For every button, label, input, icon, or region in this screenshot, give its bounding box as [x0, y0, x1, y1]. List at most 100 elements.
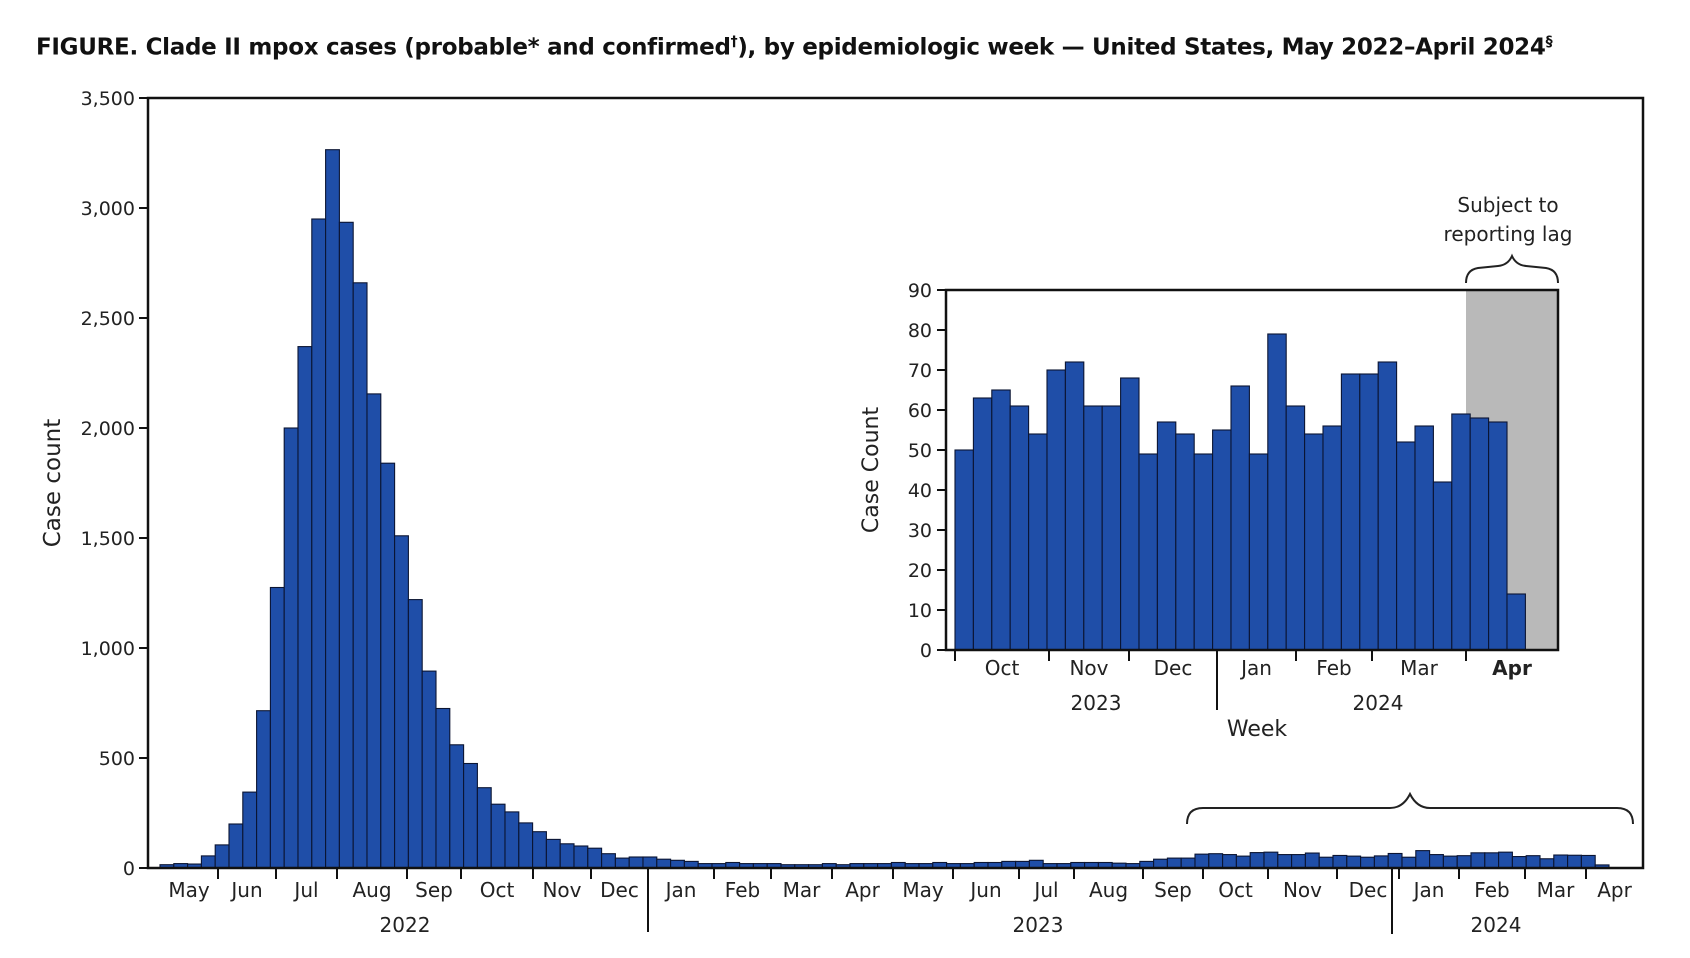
- main-bar: [628, 856, 644, 869]
- main-bar: [407, 599, 423, 869]
- main-bar: [1153, 858, 1168, 869]
- inset-year-label: 2024: [1353, 691, 1404, 715]
- inset-bar: [1046, 369, 1066, 651]
- main-bar: [325, 149, 340, 869]
- main-plot-frame: [146, 96, 1645, 870]
- inset-bar: [1248, 453, 1269, 651]
- main-bar: [1194, 853, 1210, 869]
- main-bar: [1525, 855, 1541, 869]
- main-y-tick-label: 0: [123, 858, 135, 880]
- main-y-tick-label: 3,500: [81, 88, 135, 110]
- inset-bar: [1028, 433, 1048, 651]
- main-x-tick-label: Mar: [783, 878, 822, 902]
- main-y-axis-label: Case count: [40, 419, 66, 548]
- main-bar: [656, 858, 672, 869]
- main-bar: [1208, 853, 1224, 869]
- main-bar: [1484, 852, 1500, 869]
- main-bar: [421, 670, 437, 869]
- inset-annotation-line-2: reporting lag: [1444, 222, 1573, 246]
- main-y-tick-label: 1,000: [81, 638, 135, 660]
- main-x-tick-label: Jun: [968, 878, 1001, 902]
- inset-bars: [954, 333, 1526, 651]
- main-x-tick-label: Aug: [352, 878, 391, 902]
- inset-x-axis-label: Week: [1227, 717, 1288, 742]
- main-bar: [1263, 851, 1279, 869]
- main-bar: [614, 857, 630, 869]
- main-y-tick-label: 2,000: [81, 418, 135, 440]
- main-bar: [380, 462, 396, 869]
- inset-bar: [1451, 413, 1471, 651]
- main-x-tick-label: Sep: [1154, 878, 1192, 902]
- main-bar: [518, 822, 534, 869]
- inset-bar: [1506, 593, 1526, 651]
- main-bar: [476, 787, 492, 869]
- main-bar: [366, 393, 382, 869]
- inset-bar: [1083, 405, 1103, 651]
- inset-bar: [1488, 421, 1508, 651]
- inset-y-tick-label: 80: [908, 320, 932, 342]
- section-mark: §: [1545, 34, 1553, 50]
- main-bar: [311, 218, 327, 869]
- inset-bar: [1304, 433, 1324, 651]
- main-bar: [1304, 852, 1320, 869]
- main-bar: [1360, 856, 1375, 869]
- main-bar: [1415, 850, 1431, 869]
- main-bar: [1442, 855, 1458, 869]
- dagger-mark: †: [730, 34, 738, 50]
- inset-bar: [1230, 385, 1250, 651]
- inset-x-tick-label: Nov: [1069, 656, 1108, 680]
- inset-bar: [1377, 361, 1398, 651]
- inset-annotation-line-1: Subject to: [1457, 193, 1558, 217]
- main-bar: [338, 221, 354, 869]
- main-bar: [1166, 857, 1182, 869]
- main-bar: [1401, 856, 1417, 869]
- inset-bar: [1432, 481, 1453, 651]
- inset-bar: [1285, 405, 1306, 651]
- main-bar: [642, 856, 658, 869]
- inset-bar: [1064, 361, 1085, 651]
- inset-x-tick-label: Oct: [985, 656, 1020, 680]
- main-bar: [463, 762, 478, 869]
- main-bar: [1498, 851, 1513, 869]
- main-y-tick-label: 500: [99, 748, 135, 770]
- main-x-tick-label: Oct: [1218, 878, 1253, 902]
- inset-bar: [1340, 373, 1361, 651]
- main-x-tick-label: Dec: [1349, 878, 1388, 902]
- inset-bar: [1193, 453, 1214, 651]
- main-bar: [1539, 858, 1555, 869]
- main-bar: [1249, 852, 1265, 869]
- main-bar: [490, 803, 506, 869]
- main-bar: [573, 845, 589, 869]
- main-x-tick-label: Mar: [1537, 878, 1576, 902]
- main-bar: [1222, 854, 1237, 869]
- main-y-tick-label: 3,000: [81, 198, 135, 220]
- main-year-label: 2022: [380, 913, 431, 937]
- main-bar: [449, 744, 465, 869]
- main-y-tick-label: 1,500: [81, 528, 135, 550]
- inset-bar: [1138, 453, 1158, 651]
- inset-bar: [954, 449, 974, 651]
- main-bar: [297, 346, 313, 869]
- main-bar: [1387, 852, 1403, 869]
- main-bar: [228, 823, 244, 869]
- main-bar: [269, 586, 285, 869]
- main-year-label: 2024: [1471, 913, 1522, 937]
- inset-x-tick-label: Feb: [1316, 656, 1351, 680]
- inset-y-tick-label: 50: [908, 440, 932, 462]
- inset-y-axis-label: Case Count: [859, 407, 884, 534]
- main-bar: [1235, 855, 1251, 869]
- main-x-tick-label: Jul: [1032, 878, 1058, 902]
- inset-bar: [972, 397, 993, 651]
- inset-bar: [1120, 377, 1140, 651]
- main-x-tick-label: Feb: [1474, 878, 1509, 902]
- main-x-tick-label: Aug: [1089, 878, 1128, 902]
- inset-y-tick-label: 10: [908, 600, 932, 622]
- inset-bar: [1212, 429, 1232, 651]
- main-bar: [601, 853, 616, 869]
- inset-axis: 0 10 20 30 40 50 60 70 80 90 Oct Nov Dec Jan Feb Mar Apr…: [908, 280, 1532, 715]
- main-x-tick-label: Feb: [725, 878, 760, 902]
- main-bar: [242, 791, 258, 869]
- main-x-tick-label: Jan: [1412, 878, 1445, 902]
